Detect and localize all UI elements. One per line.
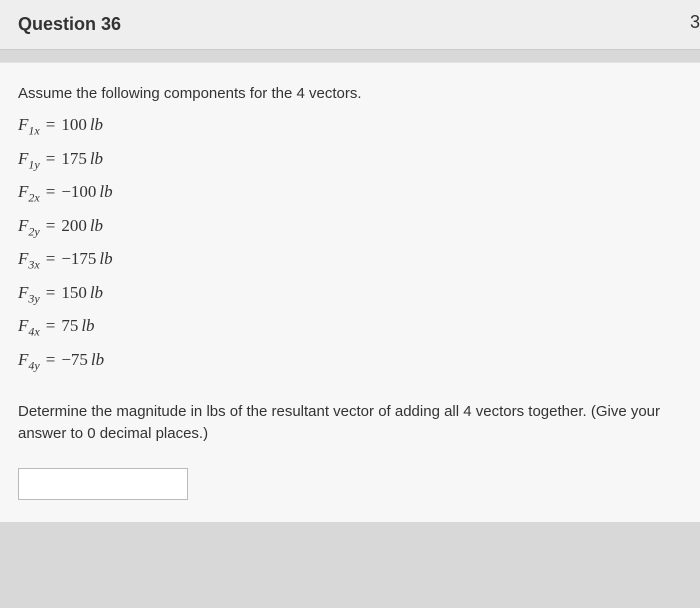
eq-var: F — [18, 249, 28, 268]
eq-sign: = — [46, 249, 56, 268]
eq-sign: = — [46, 115, 56, 134]
eq-unit: lb — [90, 216, 103, 235]
eq-var: F — [18, 350, 28, 369]
eq-sub: 3x — [28, 258, 39, 272]
eq-sign: = — [46, 316, 56, 335]
question-prompt: Determine the magnitude in lbs of the re… — [18, 401, 682, 446]
equation-line: F3x = −175lb — [18, 250, 682, 272]
eq-var: F — [18, 316, 28, 335]
eq-sign: = — [46, 350, 56, 369]
eq-sign: = — [46, 216, 56, 235]
eq-val: 100 — [61, 115, 87, 134]
header-right-fragment: 3 — [690, 12, 700, 33]
eq-val: 150 — [61, 283, 87, 302]
eq-var: F — [18, 283, 28, 302]
eq-unit: lb — [90, 115, 103, 134]
question-title: Question 36 — [18, 14, 121, 34]
eq-unit: lb — [99, 249, 112, 268]
intro-text: Assume the following components for the … — [18, 85, 682, 102]
eq-val: 175 — [61, 149, 87, 168]
eq-val: 75 — [61, 316, 78, 335]
question-header: Question 36 — [0, 0, 700, 50]
equation-line: F4y = −75lb — [18, 351, 682, 373]
eq-sub: 1x — [28, 123, 39, 137]
eq-sub: 1y — [28, 157, 39, 171]
eq-sub: 4x — [28, 325, 39, 339]
eq-unit: lb — [99, 182, 112, 201]
eq-unit: lb — [81, 316, 94, 335]
eq-var: F — [18, 182, 28, 201]
eq-sign: = — [46, 182, 56, 201]
eq-val: −175 — [61, 249, 96, 268]
eq-var: F — [18, 216, 28, 235]
equation-line: F2x = −100lb — [18, 183, 682, 205]
eq-var: F — [18, 149, 28, 168]
question-body: Assume the following components for the … — [0, 62, 700, 522]
eq-sub: 3y — [28, 291, 39, 305]
eq-val: −100 — [61, 182, 96, 201]
equation-line: F2y = 200lb — [18, 217, 682, 239]
eq-sub: 2y — [28, 224, 39, 238]
eq-sub: 2x — [28, 191, 39, 205]
eq-unit: lb — [90, 149, 103, 168]
eq-unit: lb — [91, 350, 104, 369]
eq-val: 200 — [61, 216, 87, 235]
eq-sign: = — [46, 283, 56, 302]
equation-line: F4x = 75lb — [18, 317, 682, 339]
eq-var: F — [18, 115, 28, 134]
answer-input[interactable] — [18, 468, 188, 500]
equation-line: F1x = 100lb — [18, 116, 682, 138]
eq-val: −75 — [61, 350, 88, 369]
eq-unit: lb — [90, 283, 103, 302]
eq-sub: 4y — [28, 358, 39, 372]
eq-sign: = — [46, 149, 56, 168]
equation-line: F3y = 150lb — [18, 284, 682, 306]
equation-line: F1y = 175lb — [18, 150, 682, 172]
